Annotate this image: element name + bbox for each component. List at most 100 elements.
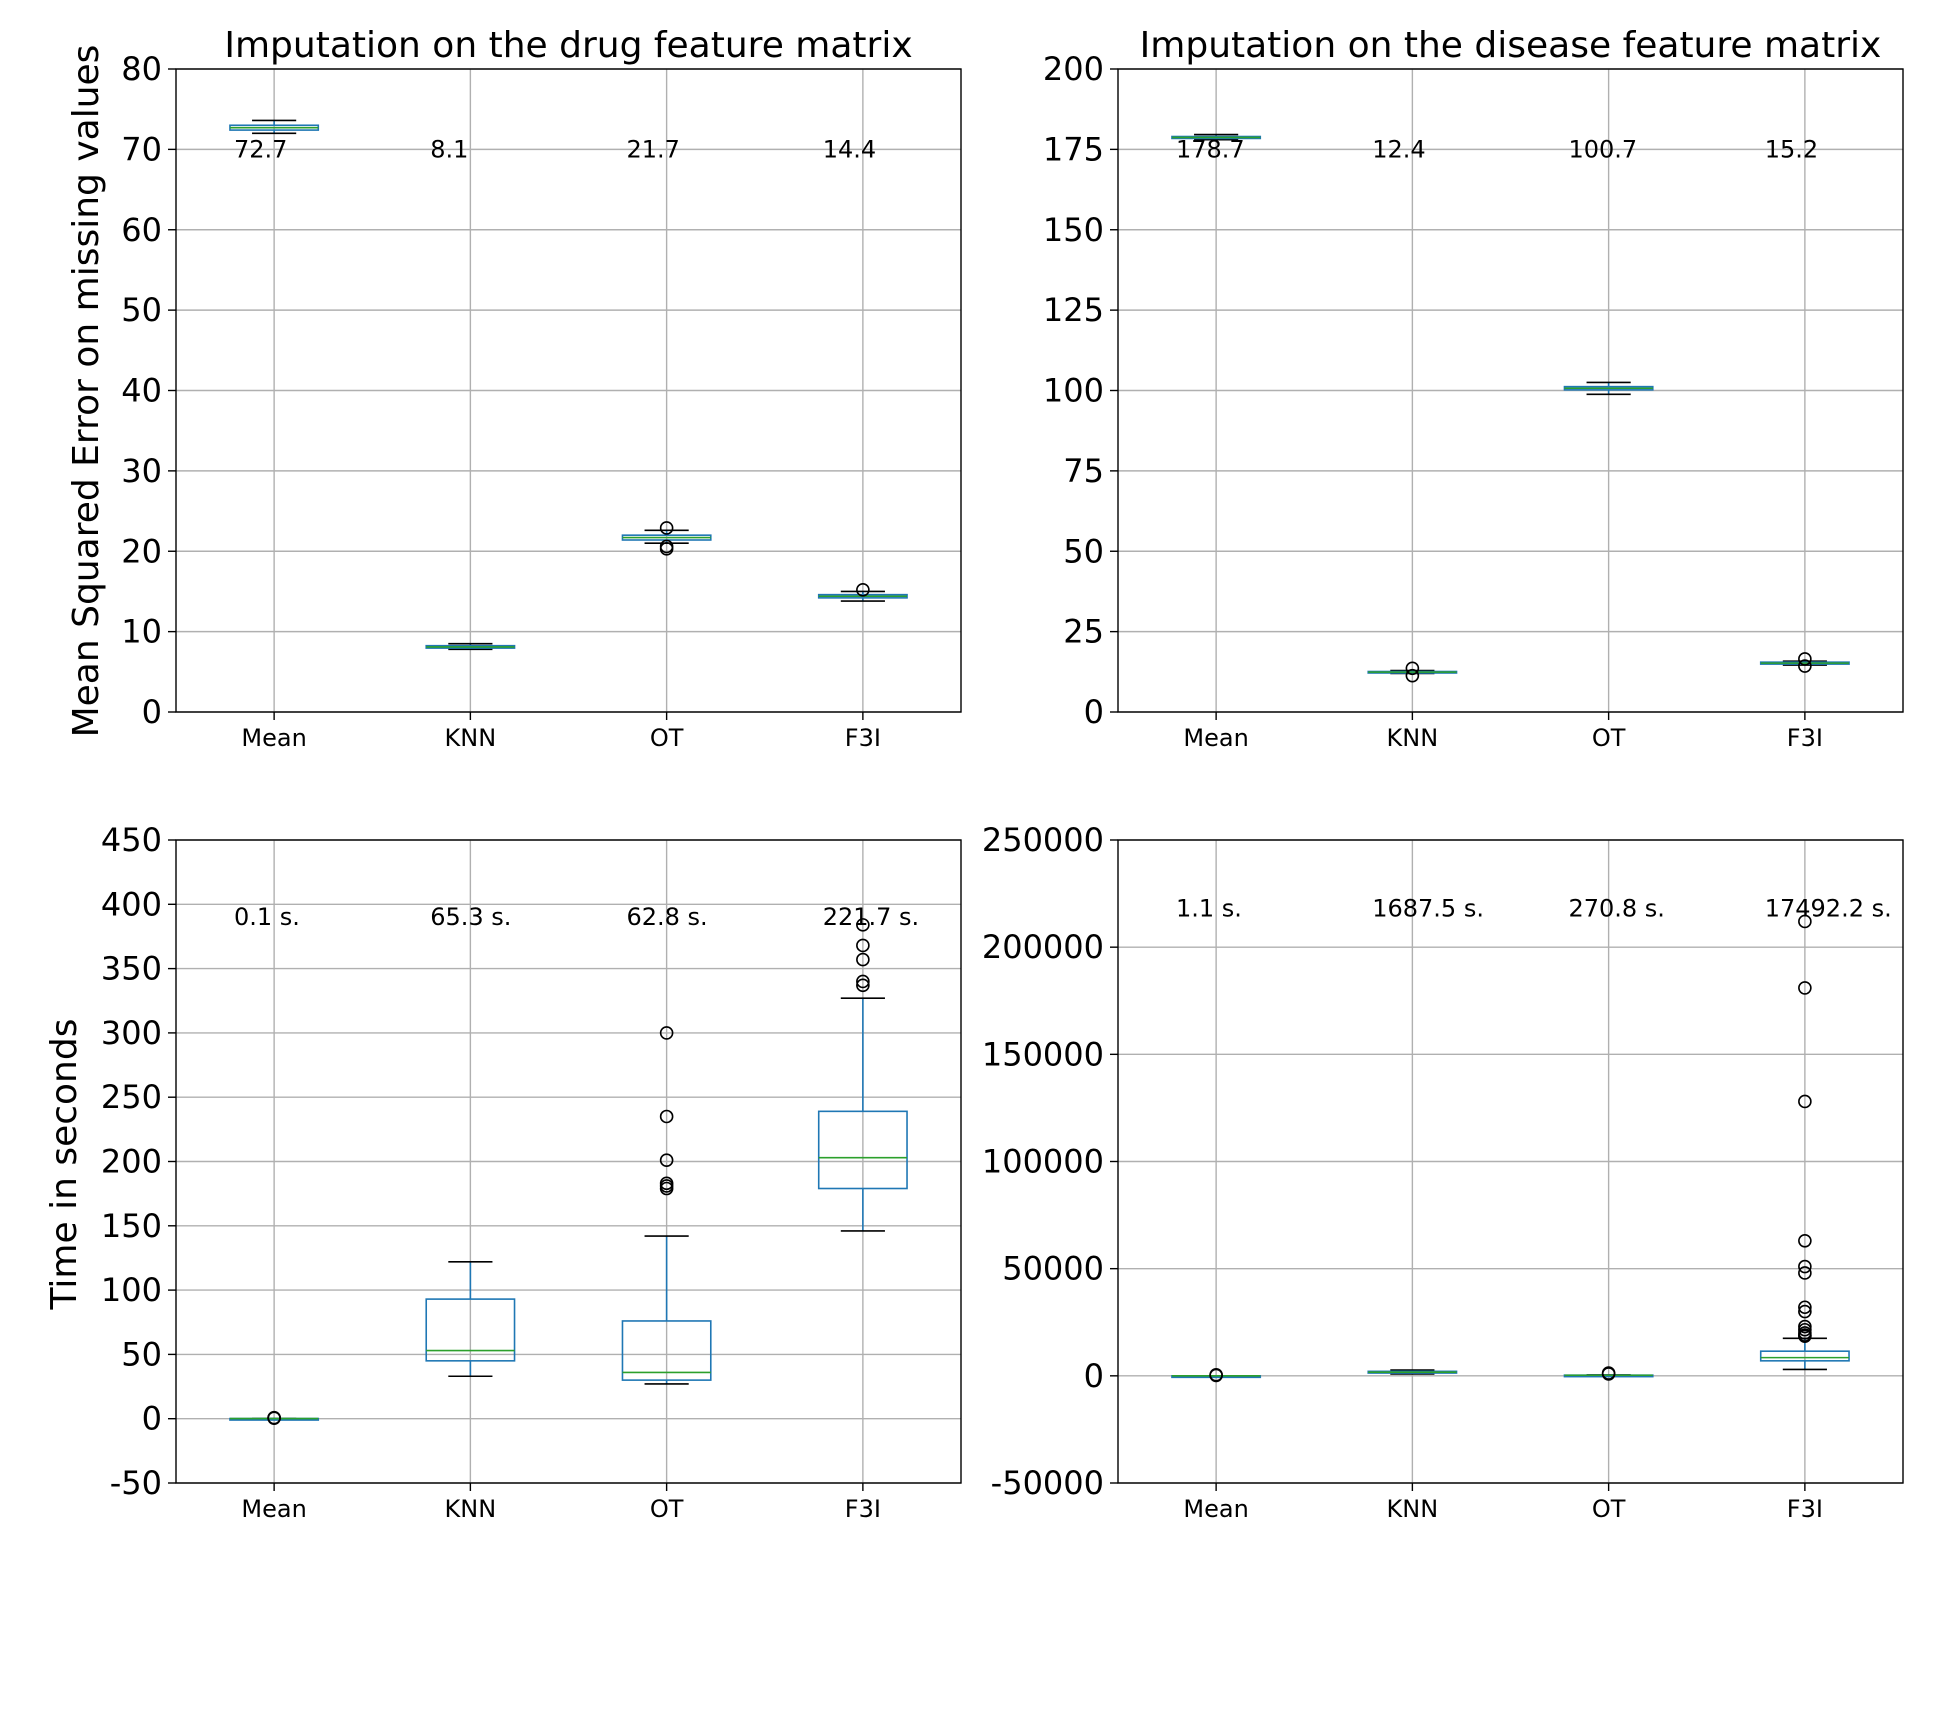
outlier-point: [1798, 1319, 1812, 1334]
value-annotation: 65.3 s.: [430, 903, 511, 931]
outlier-point: [1601, 1366, 1616, 1380]
y-tick-label: 100: [1043, 372, 1104, 410]
y-tick-label: 200: [1043, 50, 1104, 88]
y-tick-label: 0: [142, 693, 162, 731]
x-tick-label: F3I: [1787, 1495, 1823, 1523]
box-ot: [1563, 381, 1654, 396]
outlier-point: [1405, 661, 1420, 676]
y-tick-label: 50: [121, 1335, 162, 1373]
ylabel-bottom: Time in seconds: [44, 1019, 85, 1311]
x-tick-label: Mean: [1183, 724, 1248, 752]
y-tick-label: 60: [121, 211, 162, 249]
value-annotation: 1.1 s.: [1176, 895, 1242, 923]
box-body: [425, 1298, 516, 1362]
outlier-point: [1798, 1329, 1812, 1343]
x-tick-label: KNN: [1387, 724, 1439, 752]
x-tick-label: Mean: [241, 724, 306, 752]
x-tick-label: OT: [1592, 724, 1626, 752]
y-tick-label: 125: [1043, 291, 1104, 329]
y-tick-label: 150: [101, 1207, 162, 1245]
outlier-point: [1405, 668, 1420, 683]
y-tick-label: 150: [1043, 211, 1104, 249]
y-tick-label: 75: [1063, 452, 1104, 490]
outlier-point: [1798, 1234, 1812, 1248]
y-tick-label: 25: [1063, 613, 1104, 651]
outlier-point: [856, 952, 870, 967]
x-tick-label: Mean: [1183, 1495, 1248, 1523]
y-tick-label: 50: [1063, 532, 1104, 570]
box-mean: [1171, 133, 1262, 141]
value-annotation: 0.1 s.: [234, 903, 300, 931]
y-tick-label: 0: [1084, 693, 1104, 731]
outlier-point: [856, 938, 870, 953]
axes-frame: [175, 839, 962, 1484]
outlier-point: [856, 583, 870, 597]
outlier-point: [1798, 659, 1812, 673]
y-tick-label: 350: [101, 950, 162, 988]
outlier-point: [659, 1153, 674, 1168]
outlier-point: [267, 1410, 281, 1425]
box-ot: [1563, 1366, 1654, 1381]
box-body: [621, 1320, 712, 1381]
value-annotation: 1687.5 s.: [1372, 895, 1484, 923]
value-annotation: 72.7: [234, 135, 287, 163]
value-annotation: 178.7: [1176, 135, 1245, 163]
y-tick-label: 50: [121, 291, 162, 329]
y-tick-label: 70: [121, 130, 162, 168]
y-tick-label: 40: [121, 372, 162, 410]
outlier-point: [856, 918, 870, 932]
outlier-point: [1209, 1367, 1223, 1382]
outlier-point: [856, 974, 870, 989]
y-tick-label: 200: [101, 1143, 162, 1181]
box-ot: [621, 521, 712, 556]
box-knn: [425, 1261, 516, 1378]
box-f3i: [1759, 652, 1850, 673]
outlier-point: [1798, 981, 1812, 995]
box-f3i: [817, 918, 908, 1232]
y-tick-label: 20: [121, 532, 162, 570]
x-tick-label: OT: [650, 1495, 684, 1523]
x-tick-label: Mean: [241, 1495, 306, 1523]
y-tick-label: 150000: [982, 1035, 1104, 1073]
outlier-point: [659, 521, 674, 535]
outlier-point: [1798, 1266, 1812, 1280]
y-tick-label: 30: [121, 452, 162, 490]
outlier-point: [1798, 1094, 1812, 1109]
y-tick-label: 300: [101, 1014, 162, 1052]
y-tick-label: 250000: [982, 821, 1104, 859]
value-annotation: 21.7: [626, 135, 679, 163]
outlier-point: [659, 1026, 674, 1040]
value-annotation: 17492.2 s.: [1765, 895, 1892, 923]
y-tick-label: 100: [101, 1271, 162, 1309]
y-tick-label: 0: [1084, 1357, 1104, 1395]
y-tick-label: 80: [121, 50, 162, 88]
chart-panel-3: -50 0 50 100 150 200 250 300 350 400 450 Mean KNN OT F…: [101, 821, 962, 1523]
y-tick-label: -50000: [991, 1464, 1104, 1502]
outlier-point: [1798, 652, 1812, 666]
x-tick-label: F3I: [845, 724, 881, 752]
x-tick-label: OT: [1592, 1495, 1626, 1523]
chart-panel-4: -50000 0 50000 100000 150000 200000 250000 Mean…: [982, 821, 1904, 1523]
y-tick-label: 250: [101, 1078, 162, 1116]
box-f3i: [1759, 914, 1850, 1371]
y-tick-label: 450: [101, 821, 162, 859]
x-tick-label: KNN: [1387, 1495, 1439, 1523]
axes-frame: [1117, 68, 1904, 713]
box-knn: [1367, 661, 1458, 683]
chart-panel-2: 0 25 50 75 100 125 150 175 200 Mean KNN OT F3I 178.7 1…: [1043, 25, 1904, 752]
chart-title: Imputation on the disease feature matrix: [1140, 25, 1882, 66]
y-tick-label: 50000: [1002, 1250, 1104, 1288]
box-f3i: [817, 583, 908, 602]
box-ot: [621, 1026, 712, 1385]
y-tick-label: 175: [1043, 130, 1104, 168]
box-body: [817, 1110, 908, 1190]
value-annotation: 12.4: [1372, 135, 1425, 163]
value-annotation: 100.7: [1568, 135, 1637, 163]
outlier-point: [1798, 1322, 1812, 1337]
y-tick-label: 100000: [982, 1143, 1104, 1181]
value-annotation: 15.2: [1765, 135, 1818, 163]
outlier-point: [1798, 1304, 1812, 1319]
axes-layer: 0 10 20 30 40 50 60 70 80 Mean KNN OT F3I 72.7 8.1 21.7…: [101, 25, 1904, 1523]
box-mean: [229, 119, 320, 135]
